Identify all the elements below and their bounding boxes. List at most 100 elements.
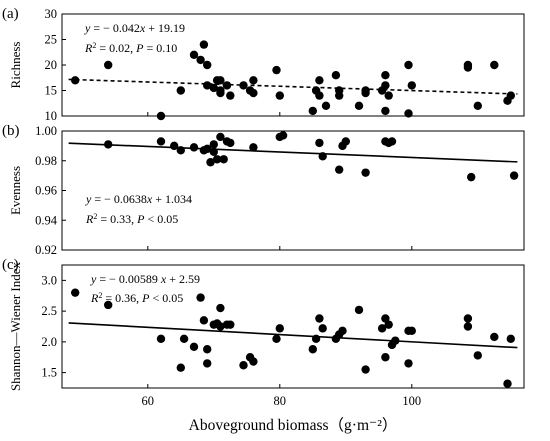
data-point [381, 71, 390, 80]
data-point [391, 336, 400, 345]
data-point [467, 172, 476, 182]
data-point [104, 140, 113, 149]
data-point [381, 106, 390, 116]
data-point [354, 305, 364, 315]
data-point [216, 132, 225, 142]
data-point [335, 86, 344, 95]
data-point [156, 111, 166, 121]
panel-b: (b) 0.92 0.94 0.96 0.98 1.00 Evenness y = − 0.0… [2, 123, 525, 257]
regression-stats: R2 = 0.33, P < 0.05 [85, 212, 178, 227]
data-point [407, 326, 416, 336]
data-point [463, 60, 473, 70]
data-point [189, 50, 199, 59]
panel-label: (b) [2, 123, 20, 139]
data-point [249, 88, 258, 98]
panel-a: (a) 10 15 20 25 30 Richness y = − 0.042x + 19.1… [2, 6, 525, 123]
data-point [338, 326, 347, 336]
data-point [407, 81, 416, 90]
data-point [104, 300, 113, 310]
data-point [189, 143, 199, 152]
data-point [199, 40, 209, 49]
data-point [170, 141, 179, 151]
plot-frame [61, 130, 525, 251]
data-point [321, 101, 331, 111]
data-point [384, 320, 393, 329]
data-point [308, 106, 317, 116]
x-tick-label: 100 [402, 394, 421, 408]
data-point [156, 334, 166, 343]
data-point [272, 65, 281, 75]
data-point [315, 91, 324, 100]
x-axis-label: Aboveground biomass（g·m⁻²） [189, 417, 398, 434]
data-point [212, 155, 222, 164]
data-point [203, 60, 212, 70]
y-tick-label: 3.0 [41, 273, 57, 287]
data-point [71, 288, 80, 297]
data-point [239, 361, 248, 370]
data-point [361, 168, 370, 177]
data-point [156, 137, 166, 146]
data-point [222, 81, 232, 90]
plot-frame [61, 264, 525, 389]
data-point [239, 81, 248, 90]
data-point [249, 357, 258, 366]
data-point [335, 165, 344, 174]
regression-equation: y = − 0.042x + 19.19 [84, 21, 185, 35]
data-point [216, 88, 225, 98]
data-point [278, 131, 288, 140]
data-point [196, 293, 205, 302]
data-point [249, 143, 258, 152]
data-point [71, 76, 80, 85]
y-axis-label: Richness [8, 42, 23, 89]
y-tick-label: 15 [45, 84, 58, 98]
data-point [506, 91, 515, 100]
y-tick-label: 0.98 [35, 154, 57, 168]
regression-stats: R2 = 0.36, P < 0.05 [90, 291, 183, 306]
data-point [226, 320, 235, 329]
data-point [216, 76, 225, 85]
data-point [176, 363, 185, 372]
x-tick-label: 60 [142, 394, 155, 408]
data-point [179, 334, 189, 343]
data-point [463, 322, 473, 331]
y-tick-label: 1.5 [41, 366, 57, 380]
panel-c: (c) 1.5 2.0 2.5 3.0 60 80 100 Shannon—Wiener Ind… [2, 257, 525, 434]
y-axis-label: Shannon—Wiener Index [8, 261, 23, 391]
y-axis-label: Evenness [8, 166, 23, 215]
data-point [361, 88, 370, 98]
data-point [249, 76, 258, 85]
y-tick-label: 2.0 [41, 335, 57, 349]
data-point [311, 334, 321, 343]
data-point [473, 351, 482, 360]
data-point [176, 146, 185, 155]
data-point [404, 359, 413, 368]
data-point [404, 109, 413, 118]
data-point [381, 353, 390, 362]
data-point [275, 91, 284, 100]
panel-label: (c) [2, 257, 19, 273]
regression-stats: R2 = 0.02, P = 0.10 [84, 41, 177, 56]
data-point [196, 55, 205, 65]
data-point [490, 332, 499, 342]
data-point [318, 324, 327, 333]
data-point [473, 101, 482, 111]
data-point [384, 91, 393, 100]
y-tick-label: 0.92 [35, 243, 57, 257]
data-point [381, 81, 390, 90]
data-point [189, 342, 199, 351]
data-point [216, 303, 225, 313]
data-point [315, 138, 324, 148]
data-point [203, 345, 212, 354]
y-tick-label: 30 [45, 7, 58, 21]
data-point [318, 152, 327, 161]
y-tick-label: 20 [45, 58, 58, 72]
regression-equation: y = − 0.0638x + 1.034 [85, 192, 192, 206]
data-point [490, 60, 499, 70]
regression-line [68, 322, 518, 349]
data-point [216, 322, 225, 331]
data-point [308, 345, 317, 354]
data-point [506, 334, 515, 343]
data-point [226, 138, 235, 148]
data-point [354, 101, 364, 111]
